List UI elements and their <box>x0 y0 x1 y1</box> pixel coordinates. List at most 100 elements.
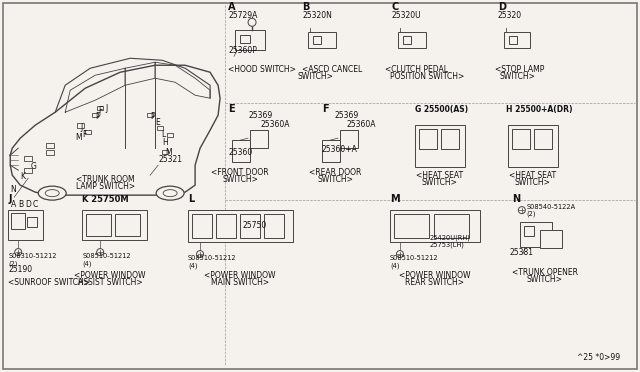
Bar <box>403 36 411 44</box>
Text: S08510-51212: S08510-51212 <box>82 253 131 259</box>
Bar <box>524 226 534 236</box>
Bar <box>240 214 260 238</box>
Text: H 25500+A(DR): H 25500+A(DR) <box>506 105 572 114</box>
Text: 25360: 25360 <box>228 148 252 157</box>
Text: B: B <box>302 2 309 12</box>
Circle shape <box>196 251 204 257</box>
Bar <box>308 32 336 48</box>
Bar <box>82 210 147 240</box>
Text: S08510-51212: S08510-51212 <box>188 255 237 261</box>
Bar <box>28 217 37 227</box>
Text: (2): (2) <box>8 260 18 267</box>
Text: G 25500(AS): G 25500(AS) <box>415 105 468 114</box>
Bar <box>504 32 530 48</box>
Text: MAIN SWITCH>: MAIN SWITCH> <box>211 278 269 287</box>
Text: C: C <box>32 200 38 209</box>
Text: J: J <box>8 194 12 204</box>
Bar <box>147 113 153 117</box>
Text: G: G <box>30 162 36 171</box>
Bar <box>509 36 517 44</box>
Text: C: C <box>392 2 399 12</box>
Bar <box>394 214 429 238</box>
Bar <box>264 214 284 238</box>
Bar <box>313 36 321 44</box>
Text: (4): (4) <box>82 260 92 267</box>
Bar <box>157 126 163 130</box>
Bar <box>235 30 265 50</box>
Text: 25190: 25190 <box>8 265 33 274</box>
Text: SWITCH>: SWITCH> <box>500 72 536 81</box>
Text: <SUNROOF SWITCH>: <SUNROOF SWITCH> <box>8 278 90 287</box>
Text: 25360+A: 25360+A <box>322 145 358 154</box>
Ellipse shape <box>45 190 60 197</box>
Text: A: A <box>12 200 17 209</box>
Text: 25320U: 25320U <box>392 11 422 20</box>
Text: 25729A: 25729A <box>228 11 257 20</box>
Bar <box>216 214 236 238</box>
Text: <HEAT SEAT: <HEAT SEAT <box>509 171 556 180</box>
Text: H: H <box>162 138 168 147</box>
Text: <POWER WINDOW: <POWER WINDOW <box>204 271 276 280</box>
Bar <box>390 210 480 242</box>
Text: N: N <box>10 185 16 194</box>
Text: J: J <box>105 104 108 113</box>
Text: SWITCH>: SWITCH> <box>527 275 563 284</box>
Polygon shape <box>10 65 220 195</box>
Text: S08540-5122A: S08540-5122A <box>527 204 576 210</box>
Text: <POWER WINDOW: <POWER WINDOW <box>74 271 146 280</box>
Text: <STOP LAMP: <STOP LAMP <box>495 65 544 74</box>
Text: K 25750M: K 25750M <box>82 195 129 204</box>
Bar <box>512 129 530 149</box>
Text: K: K <box>20 172 25 181</box>
Text: 25320N: 25320N <box>302 11 332 20</box>
Text: 25360A: 25360A <box>260 120 289 129</box>
Ellipse shape <box>38 186 66 200</box>
Text: <HOOD SWITCH>: <HOOD SWITCH> <box>228 65 296 74</box>
Text: SWITCH>: SWITCH> <box>297 72 333 81</box>
Text: P: P <box>150 112 155 121</box>
Bar <box>540 230 562 248</box>
Text: SWITCH>: SWITCH> <box>317 175 353 184</box>
Text: E: E <box>228 104 235 114</box>
Text: 25360P: 25360P <box>228 46 257 55</box>
Bar <box>167 133 173 137</box>
Text: B: B <box>19 200 24 209</box>
Circle shape <box>396 251 403 257</box>
Text: 25321: 25321 <box>158 155 182 164</box>
Text: POSITION SWITCH>: POSITION SWITCH> <box>390 72 464 81</box>
Bar <box>92 113 98 117</box>
Text: A: A <box>228 2 236 12</box>
Circle shape <box>97 248 104 256</box>
Bar <box>115 214 140 236</box>
Bar <box>508 125 558 167</box>
Bar <box>415 125 465 167</box>
Ellipse shape <box>156 186 184 200</box>
Bar <box>188 210 293 242</box>
Bar <box>250 130 268 148</box>
Bar <box>24 155 32 161</box>
Bar <box>340 130 358 148</box>
Bar <box>24 168 32 173</box>
Text: <TRUNK OPENER: <TRUNK OPENER <box>512 268 578 277</box>
Bar <box>77 123 84 128</box>
Text: <ASCD CANCEL: <ASCD CANCEL <box>302 65 362 74</box>
Text: 25753(LH): 25753(LH) <box>430 241 465 248</box>
Text: S08310-51212: S08310-51212 <box>8 253 57 259</box>
Text: M: M <box>390 194 399 204</box>
Bar <box>86 214 111 236</box>
Text: M: M <box>165 148 172 157</box>
Text: P: P <box>95 112 100 121</box>
Bar <box>192 214 212 238</box>
Text: L: L <box>161 130 165 139</box>
Text: SWITCH>: SWITCH> <box>515 178 551 187</box>
Bar <box>322 140 340 162</box>
Text: <REAR DOOR: <REAR DOOR <box>309 168 361 177</box>
Bar <box>85 130 91 134</box>
Text: 25369: 25369 <box>335 111 359 120</box>
Text: N: N <box>512 194 520 204</box>
Text: SWITCH>: SWITCH> <box>222 175 258 184</box>
Text: REAR SWITCH>: REAR SWITCH> <box>405 278 465 287</box>
Bar <box>8 210 44 240</box>
Circle shape <box>15 248 22 256</box>
Text: J: J <box>80 123 83 132</box>
